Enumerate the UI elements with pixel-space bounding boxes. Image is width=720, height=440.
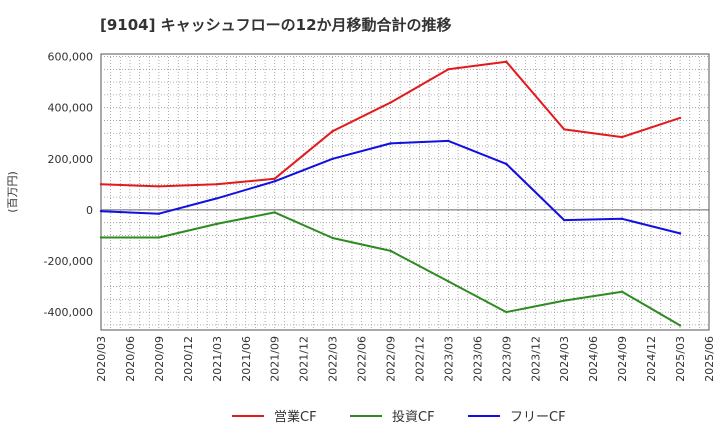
x-tick-label: 2024/12 — [645, 336, 658, 382]
data-point — [157, 212, 161, 215]
data-point — [620, 290, 624, 293]
data-point — [620, 217, 624, 221]
legend-label: 投資CF — [392, 409, 435, 425]
data-point — [563, 299, 566, 302]
x-tick-label: 2021/06 — [240, 336, 253, 382]
x-tick-label: 2020/12 — [182, 336, 195, 382]
data-point — [505, 162, 508, 166]
x-tick-label: 2022/12 — [413, 336, 426, 382]
y-tick-label: 200,000 — [48, 153, 94, 166]
data-point — [505, 310, 508, 314]
data-point — [157, 236, 161, 239]
x-tick-label: 2025/03 — [674, 336, 687, 382]
data-point — [331, 236, 334, 240]
data-point — [331, 157, 334, 160]
data-point — [389, 142, 392, 145]
x-tick-label: 2021/09 — [269, 336, 282, 382]
x-tick-label: 2023/09 — [500, 336, 513, 382]
data-point — [563, 128, 566, 131]
data-point — [215, 222, 219, 226]
y-axis-label: (百万円) — [6, 171, 19, 213]
x-tick-label: 2020/03 — [95, 336, 108, 382]
x-tick-label: 2022/03 — [327, 336, 340, 382]
y-tick-label: 600,000 — [48, 51, 94, 64]
chart-title: [9104] キャッシュフローの12か月移動合計の推移 — [100, 16, 452, 34]
data-point — [447, 280, 450, 283]
x-tick-label: 2024/09 — [616, 336, 629, 382]
data-point — [99, 183, 103, 186]
data-point — [157, 185, 161, 188]
data-point — [215, 197, 219, 200]
x-tick-label: 2023/12 — [529, 336, 542, 382]
x-tick-label: 2020/06 — [124, 336, 137, 382]
data-point — [215, 183, 219, 186]
legend-label: フリーCF — [510, 410, 566, 425]
x-tick-label: 2024/03 — [558, 336, 571, 382]
x-tick-label: 2021/12 — [298, 336, 311, 382]
data-point — [447, 139, 450, 143]
data-point — [331, 129, 334, 133]
data-point — [678, 324, 682, 327]
data-point — [389, 101, 392, 104]
data-point — [678, 116, 682, 120]
x-tick-label: 2024/06 — [587, 336, 600, 382]
data-point — [273, 211, 276, 214]
y-tick-label: -400,000 — [44, 306, 93, 319]
x-tick-label: 2020/09 — [153, 336, 166, 382]
data-point — [447, 68, 450, 71]
data-point — [273, 180, 276, 183]
legend-label: 営業CF — [274, 409, 317, 425]
data-point — [678, 232, 682, 235]
plot-area — [100, 53, 710, 331]
data-point — [505, 60, 508, 63]
data-point — [563, 218, 566, 222]
data-point — [389, 249, 392, 252]
data-point — [99, 209, 103, 213]
x-tick-label: 2023/06 — [471, 336, 484, 382]
x-tick-label: 2022/09 — [385, 336, 398, 382]
x-tick-label: 2021/03 — [211, 336, 224, 382]
data-point — [273, 177, 276, 180]
data-point — [620, 135, 624, 139]
x-tick-label: 2022/06 — [356, 336, 369, 382]
x-tick-label: 2025/06 — [703, 336, 716, 382]
x-tick-label: 2023/03 — [442, 336, 455, 382]
y-tick-label: 0 — [86, 204, 93, 217]
data-point — [99, 236, 103, 239]
y-tick-label: 400,000 — [48, 102, 94, 115]
y-tick-label: -200,000 — [44, 255, 93, 268]
